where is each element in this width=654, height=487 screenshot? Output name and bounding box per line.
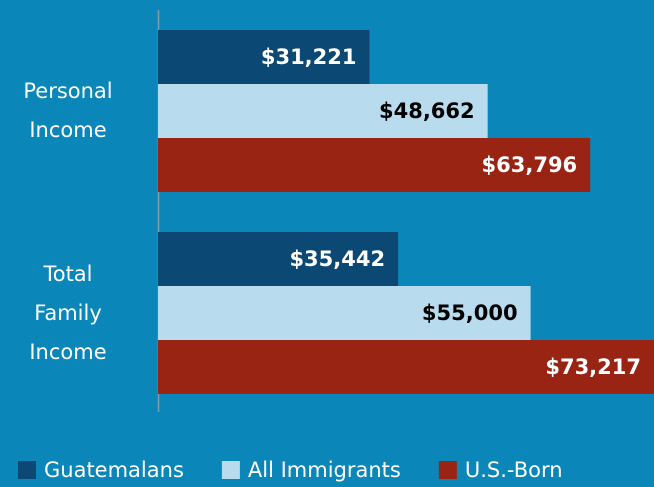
legend-swatch xyxy=(438,461,457,479)
bar xyxy=(158,30,370,84)
bar xyxy=(158,232,399,286)
legend-swatch xyxy=(18,461,36,479)
category-label: Personal Income xyxy=(23,79,113,142)
legend-swatch xyxy=(221,461,240,479)
value-label: $55,000 xyxy=(422,301,518,325)
value-label: $35,442 xyxy=(289,247,385,271)
value-label: $48,662 xyxy=(379,99,475,123)
bar xyxy=(158,138,591,192)
legend-label: All Immigrants xyxy=(248,458,401,482)
bar xyxy=(158,286,531,340)
bar xyxy=(158,84,488,138)
value-label: $63,796 xyxy=(482,153,578,177)
bar xyxy=(158,340,654,394)
legend-label: U.S.-Born xyxy=(465,458,563,482)
value-label: $73,217 xyxy=(545,355,641,379)
category-label: Total Family Income xyxy=(29,261,107,364)
legend-label: Guatemalans xyxy=(44,458,184,482)
value-label: $31,221 xyxy=(261,45,357,69)
